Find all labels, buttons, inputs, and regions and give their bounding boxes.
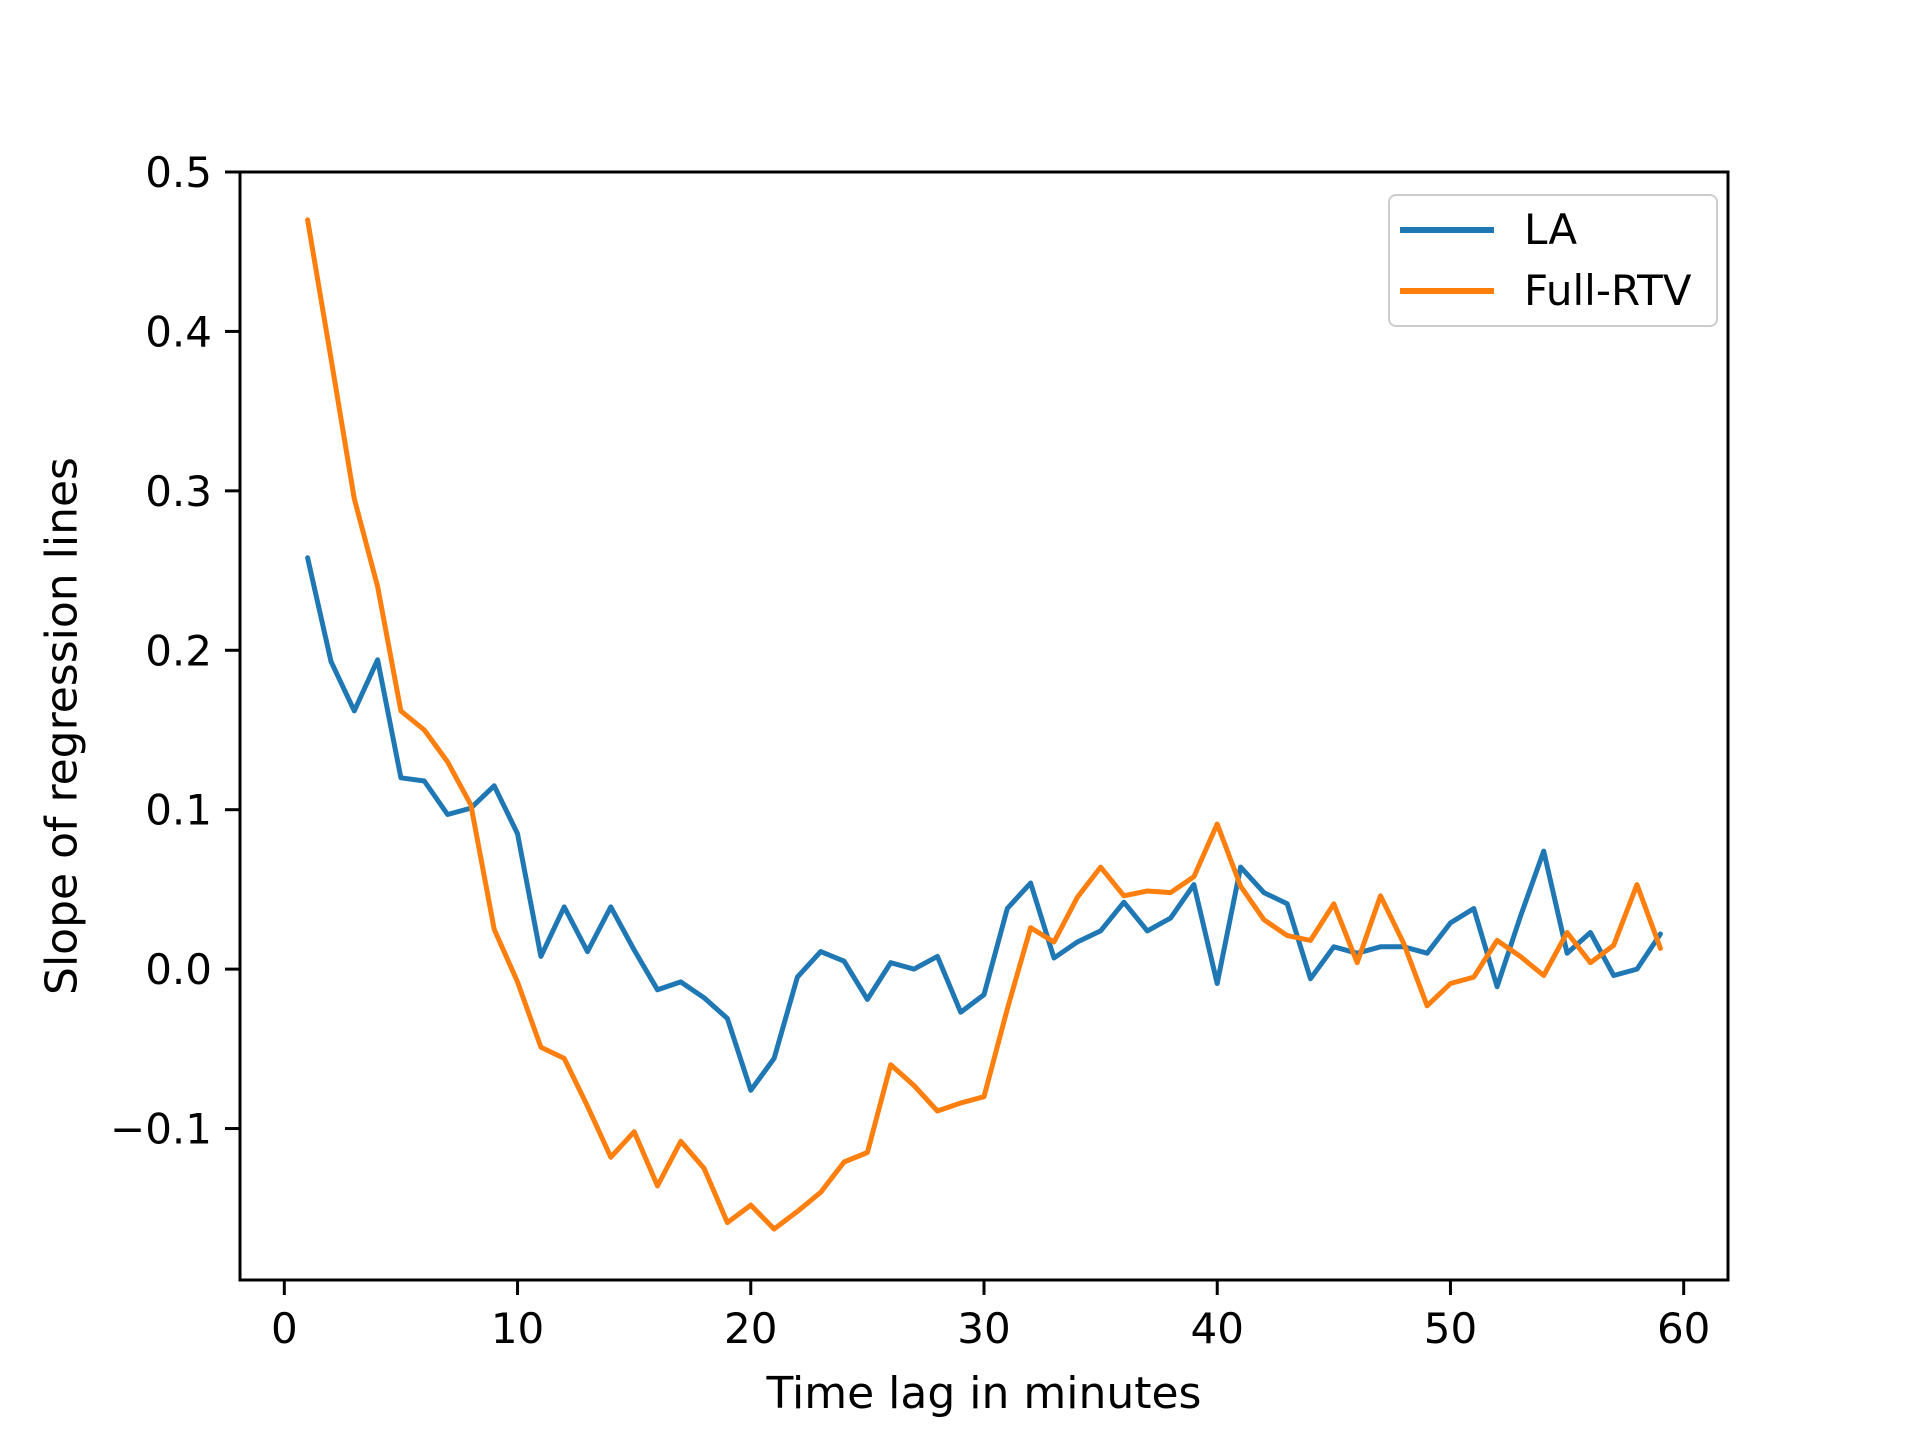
- legend-label-full-rtv: Full-RTV: [1524, 266, 1692, 316]
- y-tick-label: 0.0: [145, 945, 212, 994]
- legend-line-full-rtv: [1400, 288, 1494, 295]
- x-tick-label: 10: [491, 1304, 544, 1353]
- x-tick-label: 60: [1657, 1304, 1710, 1353]
- x-tick-label: 30: [957, 1304, 1010, 1353]
- series-line-full-rtv: [305, 217, 1663, 1232]
- legend-line-la: [1400, 226, 1494, 233]
- y-tick-label: 0.2: [145, 626, 212, 675]
- legend-row-full-rtv: Full-RTV: [1390, 268, 1716, 316]
- x-tick-label: 20: [724, 1304, 777, 1353]
- y-tick-label: 0.4: [145, 307, 212, 356]
- plot-border: [238, 170, 1730, 1282]
- x-tick-label: 40: [1191, 1304, 1244, 1353]
- legend-label-la: LA: [1524, 204, 1578, 254]
- y-axis-label: Slope of regression lines: [36, 457, 88, 995]
- x-axis-label: Time lag in minutes: [766, 1368, 1202, 1419]
- y-tick-label: 0.5: [145, 148, 212, 197]
- y-tick-label: 0.1: [145, 786, 212, 835]
- legend-row-la: LA: [1390, 206, 1716, 254]
- series-line-la: [305, 555, 1663, 1093]
- y-tick-label: −0.1: [110, 1105, 212, 1154]
- x-tick-label: 50: [1424, 1304, 1477, 1353]
- legend: LA Full-RTV: [1388, 194, 1718, 327]
- x-tick-label: 0: [271, 1304, 298, 1353]
- y-tick-label: 0.3: [145, 467, 212, 516]
